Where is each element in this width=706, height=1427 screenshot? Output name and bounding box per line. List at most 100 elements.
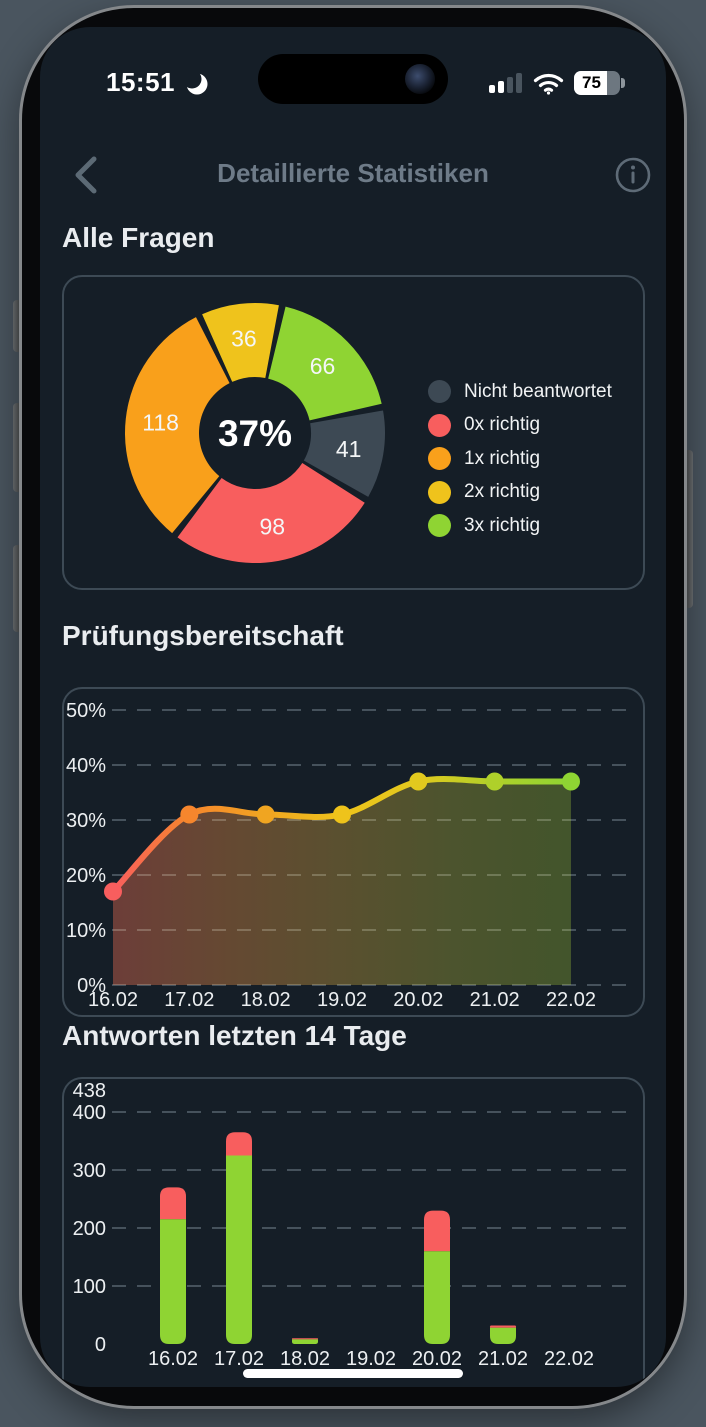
legend-label: 2x richtig [464,481,541,503]
y-axis-label: 40% [66,755,106,777]
battery-nub [621,78,625,88]
legend-item: 1x richtig [428,442,612,476]
wifi-icon [533,73,564,95]
bar-segment-wrong [292,1338,318,1340]
page-title: Detaillierte Statistiken [217,158,489,188]
donut-value-label: 41 [336,436,362,462]
y-axis-label: 30% [66,810,106,832]
y-axis-label: 438 [73,1080,106,1102]
data-point [561,772,580,791]
home-indicator[interactable] [243,1369,463,1378]
bar-segment-wrong [490,1325,516,1328]
bar-segment-correct [424,1251,450,1344]
all-questions-card: 37% 36 66 41 98 118 Nicht beantwortet 0x rich… [62,275,645,590]
data-point [104,882,122,901]
back-button[interactable] [68,151,112,199]
donut-center-label: 37% [218,413,292,454]
x-axis-label: 17.02 [214,1348,264,1370]
power-button[interactable] [683,450,693,608]
data-point [485,772,504,791]
x-axis-label: 22.02 [546,989,596,1011]
legend-color-dot [428,514,451,538]
donut-value-label: 98 [259,513,285,539]
y-axis-label: 20% [66,865,106,887]
bar-segment-correct [292,1339,318,1344]
y-axis-label: 50% [66,700,106,722]
legend-color-dot [428,447,451,471]
y-axis-label: 10% [66,920,106,942]
legend-color-dot [428,480,451,504]
legend-item: Nicht beantwortet [428,375,612,409]
y-axis-label: 0 [95,1334,106,1356]
legend-color-dot [428,380,451,404]
status-icons: 75 [489,71,625,95]
x-axis-label: 18.02 [241,989,291,1011]
section-title-readiness: Prüfungsbereitschaft [62,620,344,651]
dnd-moon-icon [183,70,209,96]
legend-item: 3x richtig [428,509,612,543]
x-axis-label: 22.02 [544,1348,594,1370]
cellular-signal-icon [489,73,522,93]
front-camera [405,64,435,94]
section-title-all-questions: Alle Fragen [62,222,215,253]
data-point [332,805,351,824]
battery-percent: 75 [582,73,601,92]
legend-label: Nicht beantwortet [464,380,612,402]
x-axis-label: 16.02 [88,989,138,1011]
donut-segment [177,463,365,563]
y-axis-label: 300 [73,1160,106,1182]
legend-label: 1x richtig [464,447,541,469]
donut-value-label: 66 [310,353,336,379]
readiness-card: 0% 10% 20% 30% 40% 50% 16.02 17.02 18.02 19.02 20.… [62,687,645,1017]
readiness-line-chart: 0% 10% 20% 30% 40% 50% 16.02 17.02 18.02 19.02 20.… [66,700,636,1011]
x-axis-label: 17.02 [164,989,214,1011]
x-axis-label: 20.02 [393,989,443,1011]
bar-segment-correct [490,1327,516,1344]
legend-color-dot [428,413,451,437]
answers-card: 0 100 200 300 400 438 16.02 17.02 18.02 19.02 20.0… [62,1077,645,1387]
y-axis-label: 0% [77,975,106,997]
volume-up-button[interactable] [13,403,23,492]
bar-segment-wrong [160,1187,186,1220]
bar-segment-correct [226,1155,252,1344]
legend-label: 0x richtig [464,414,541,436]
battery-icon: 75 [574,71,625,95]
y-axis-label: 200 [73,1218,106,1240]
donut-legend: Nicht beantwortet 0x richtig 1x richtig 2x … [428,375,612,543]
phone-frame: 15:51 75 [22,8,684,1406]
data-point [180,805,199,824]
bar-segment-wrong [424,1210,450,1252]
legend-label: 3x richtig [464,514,541,536]
donut-value-label: 36 [231,326,257,352]
x-axis-label: 21.02 [478,1348,528,1370]
donut-segment [268,306,382,421]
all-questions-donut-chart: 37% 36 66 41 98 118 [125,303,385,563]
bar-segment-wrong [226,1132,252,1156]
legend-item: 0x richtig [428,409,612,443]
info-button[interactable] [611,151,655,199]
x-axis-label: 19.02 [346,1348,396,1370]
data-point [409,772,428,791]
status-time: 15:51 [106,67,175,97]
x-axis-label: 16.02 [148,1348,198,1370]
data-point [256,805,275,824]
volume-down-button[interactable] [13,545,23,632]
screen: 15:51 75 [40,27,666,1387]
dynamic-island [258,54,448,104]
section-title-answers: Antworten letzten 14 Tage [62,1020,407,1051]
x-axis-label: 21.02 [470,989,520,1011]
x-axis-label: 20.02 [412,1348,462,1370]
battery-fill [574,71,607,95]
mute-switch[interactable] [13,300,23,352]
line-area-fill [113,779,571,985]
y-axis-label: 400 [73,1102,106,1124]
bar-segment-correct [160,1219,186,1344]
donut-value-label: 118 [142,410,179,436]
donut-segment [202,303,279,382]
x-axis-label: 18.02 [280,1348,330,1370]
x-axis-label: 19.02 [317,989,367,1011]
legend-item: 2x richtig [428,476,612,510]
y-axis-label: 100 [73,1276,106,1298]
donut-segment [125,317,230,534]
